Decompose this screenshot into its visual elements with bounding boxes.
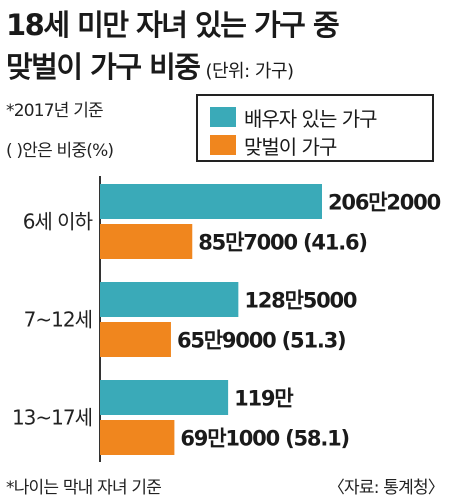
chart-title-text: 맞벌이 가구 비중 (6, 50, 201, 84)
data-label: 65만9000 (51.3) (177, 329, 346, 353)
bar-dual-income (100, 420, 175, 455)
legend-label-spouse: 배우자 있는 가구 (244, 106, 378, 131)
source: 〈자료: 통계청〉 (327, 478, 445, 498)
category-label: 7~12세 (24, 308, 92, 332)
legend-item-dual-income: 맞벌이 가구 (210, 133, 337, 159)
data-label: 69만1000 (58.1) (180, 427, 349, 451)
legend-swatch-spouse (210, 107, 236, 127)
bar-dual-income (100, 224, 193, 259)
chart-title-line2: 맞벌이 가구 비중 (단위: 가구) (6, 44, 294, 86)
legend: 배우자 있는 가구 맞벌이 가구 (196, 94, 434, 162)
ratio-note: ( )안은 비중(%) (6, 141, 114, 161)
data-label: 206만2000 (328, 191, 441, 215)
bar-spouse (100, 184, 322, 219)
bar-spouse (100, 282, 239, 317)
year-note: *2017년 기준 (6, 101, 104, 121)
bar-dual-income (100, 322, 171, 357)
data-label: 85만7000 (41.6) (198, 231, 367, 255)
legend-swatch-dual-income (210, 135, 236, 155)
legend-item-spouse: 배우자 있는 가구 (210, 105, 378, 131)
data-label: 128만5000 (244, 289, 357, 313)
unit-label: (단위: 가구) (205, 61, 294, 82)
footnote: *나이는 막내 자녀 기준 (6, 478, 162, 498)
data-label: 119만 (234, 387, 293, 411)
category-label: 13~17세 (12, 406, 92, 430)
chart-title-line1: 18세 미만 자녀 있는 가구 중 (6, 8, 340, 42)
bar-spouse (100, 380, 229, 415)
legend-label-dual-income: 맞벌이 가구 (244, 134, 337, 159)
category-label: 6세 이하 (23, 210, 93, 234)
